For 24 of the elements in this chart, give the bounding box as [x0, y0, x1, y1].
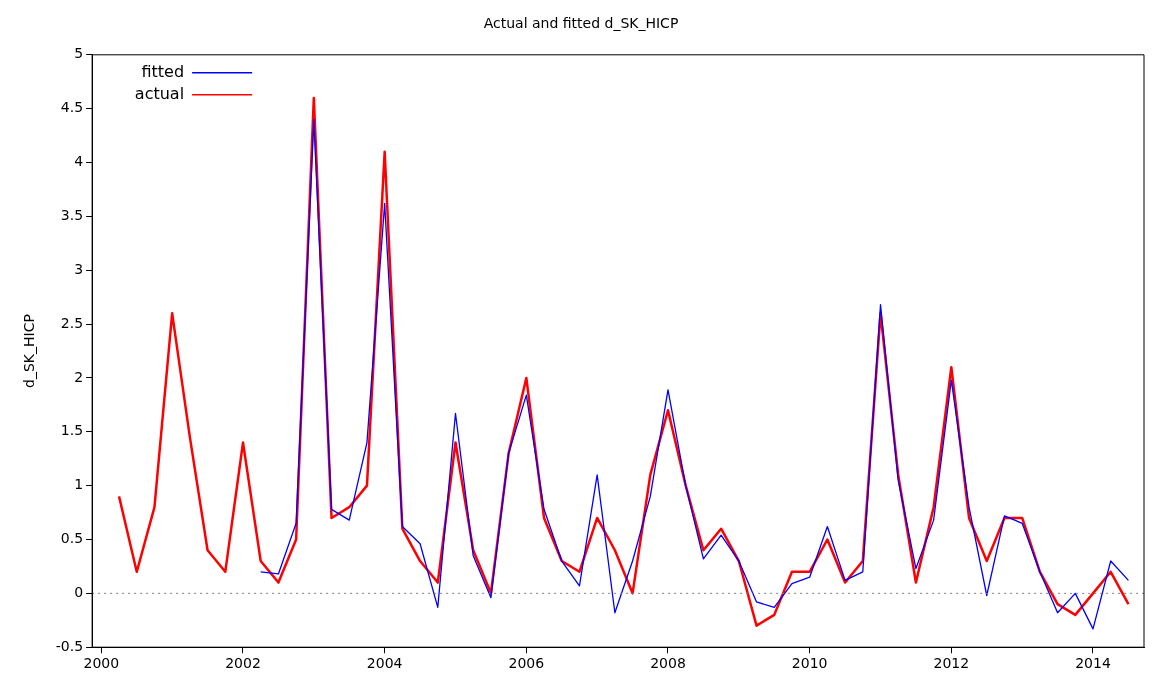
x-tick-label: 2004 [366, 655, 403, 672]
legend-label: actual [134, 83, 185, 103]
x-tick-label: 2000 [83, 655, 120, 672]
chart-title: Actual and fitted d_SK_HICP [483, 15, 679, 32]
x-tick-label: 2012 [933, 655, 970, 672]
y-tick-label: 0.5 [60, 530, 84, 547]
x-tick-label: 2014 [1075, 655, 1111, 672]
y-tick-label: 3.5 [60, 207, 84, 223]
y-tick-label: 4 [74, 153, 84, 170]
x-tick-label: 2008 [650, 655, 686, 672]
y-tick-label: 0 [74, 583, 84, 600]
y-axis-title: d_SK_HICP [21, 314, 38, 388]
y-tick-label: 1.5 [60, 422, 84, 439]
y-tick-label: -0.5 [55, 637, 84, 654]
y-tick-label: 2.5 [60, 314, 84, 331]
y-tick-label: 2 [74, 368, 84, 385]
x-tick-label: 2010 [791, 655, 828, 672]
x-tick-label: 2002 [225, 655, 261, 672]
y-tick-label: 4.5 [60, 99, 84, 116]
y-tick-label: 3 [74, 260, 84, 277]
legend-label: fitted [141, 61, 185, 81]
y-tick-label: 5 [74, 45, 84, 62]
y-tick-label: 1 [74, 476, 84, 493]
x-tick-label: 2006 [508, 655, 545, 672]
